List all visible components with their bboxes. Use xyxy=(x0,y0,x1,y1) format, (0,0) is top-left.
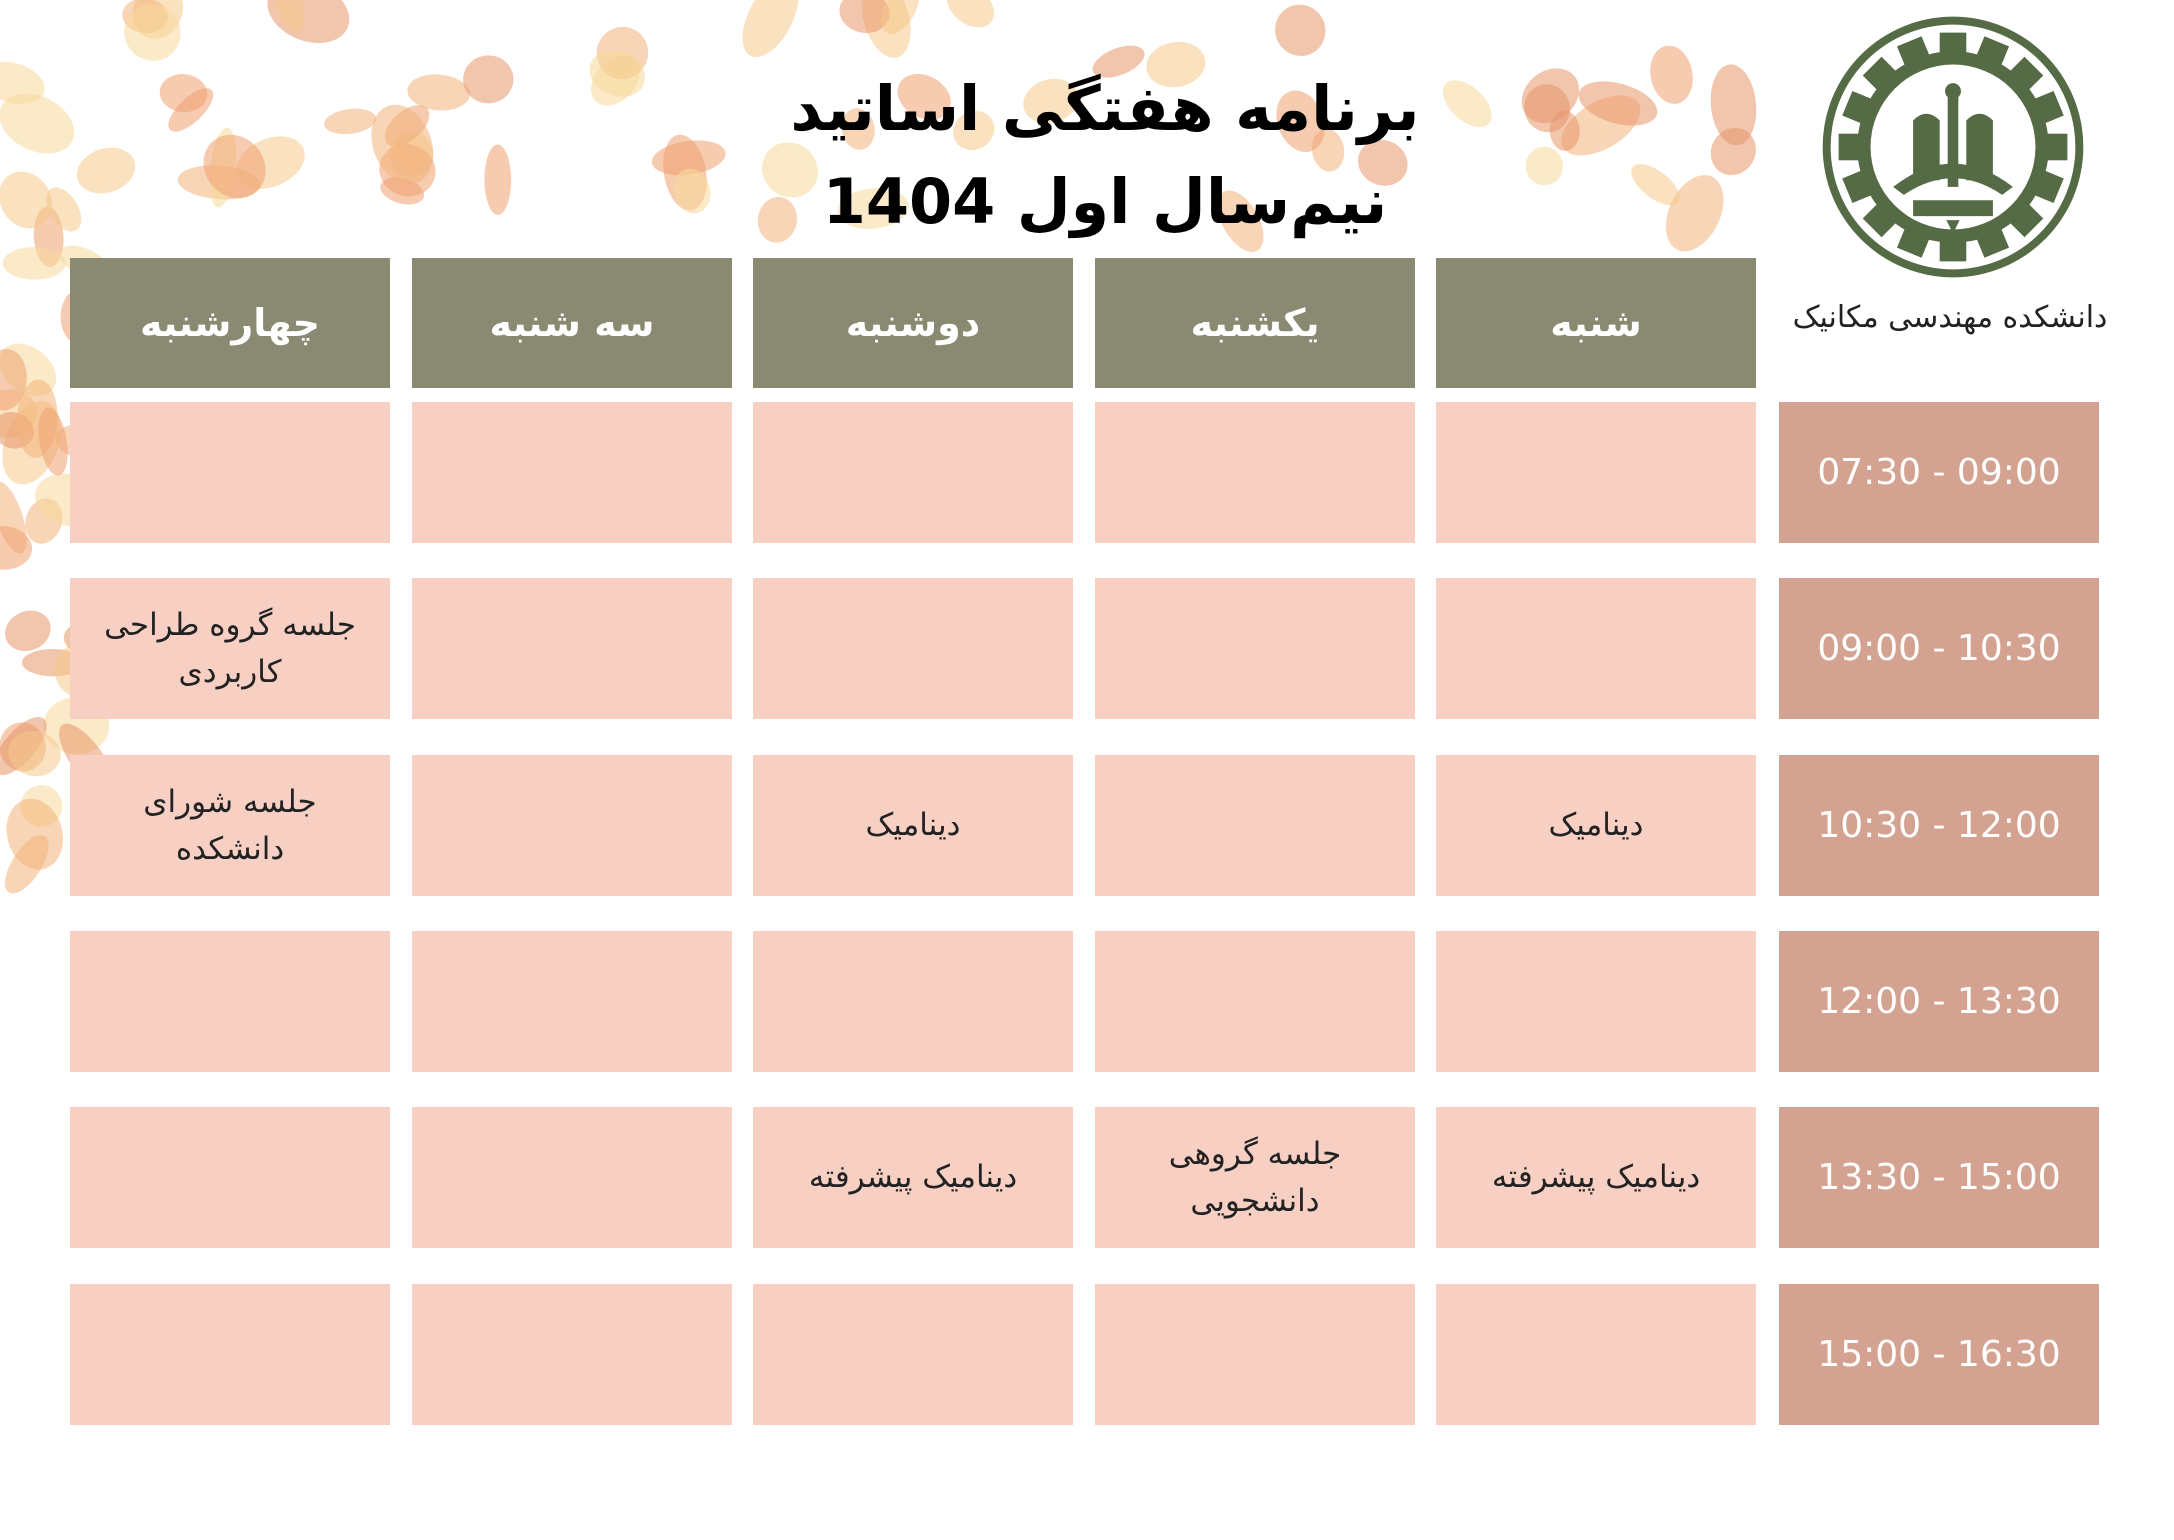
leaf-shape xyxy=(837,187,909,229)
schedule-cell xyxy=(412,931,732,1072)
schedule-cell xyxy=(753,578,1073,719)
leaf-shape xyxy=(407,74,470,111)
leaf-shape xyxy=(589,50,645,97)
leaf-shape xyxy=(484,144,512,215)
schedule-cell xyxy=(412,1284,732,1425)
time-slot-label: 10:30 - 12:00 xyxy=(1779,755,2099,896)
day-header: سه شنبه xyxy=(412,258,732,388)
leaf-shape xyxy=(1665,175,1724,252)
leaf-shape xyxy=(1023,78,1079,124)
leaf-shape xyxy=(1631,163,1680,206)
page-subtitle: نیم‌سال اول 1404 xyxy=(822,165,1388,238)
leaf-shape xyxy=(267,0,350,44)
schedule-cell xyxy=(1436,931,1756,1072)
leaf-shape xyxy=(0,61,45,105)
leaf-shape xyxy=(953,110,995,151)
leaf-shape xyxy=(673,168,711,214)
leaf-shape xyxy=(946,0,995,28)
leaf-shape xyxy=(5,610,51,652)
schedule-cell xyxy=(1436,578,1756,719)
leaf-shape xyxy=(76,147,136,194)
schedule-cell xyxy=(1095,1284,1415,1425)
leaf-shape xyxy=(0,525,33,570)
leaf-shape xyxy=(742,0,799,58)
day-header: شنبه xyxy=(1436,258,1756,388)
schedule-cell xyxy=(1436,402,1756,543)
schedule-cell xyxy=(1095,755,1415,896)
leaf-shape xyxy=(839,0,890,33)
schedule-cell: جلسه شورای دانشکده xyxy=(70,755,390,896)
schedule-cell xyxy=(70,931,390,1072)
schedule-cell: دینامیک xyxy=(1436,755,1756,896)
leaf-shape xyxy=(1710,64,1757,146)
leaf-shape xyxy=(1578,81,1658,126)
leaf-shape xyxy=(0,348,27,411)
leaf-shape xyxy=(463,55,514,104)
leaf-shape xyxy=(1358,139,1408,186)
schedule-cell xyxy=(1095,578,1415,719)
leaf-shape xyxy=(38,407,68,476)
department-name: دانشکده مهندسی مکانیک xyxy=(1792,300,2108,335)
time-slot-label: 12:00 - 13:30 xyxy=(1779,931,2099,1072)
leaf-shape xyxy=(1442,80,1492,128)
schedule-cell xyxy=(1095,931,1415,1072)
schedule-cell: جلسه گروه طراحی کاربردی xyxy=(70,578,390,719)
leaf-shape xyxy=(897,73,951,120)
leaf-shape xyxy=(1549,110,1580,151)
leaf-shape xyxy=(124,4,181,61)
leaf-shape xyxy=(271,0,305,34)
leaf-shape xyxy=(1217,190,1264,252)
leaf-shape xyxy=(159,74,208,113)
leaf-shape xyxy=(6,798,64,870)
leaf-shape xyxy=(1146,41,1206,88)
leaf-shape xyxy=(2,247,66,280)
day-header: چهارشنبه xyxy=(70,258,390,388)
schedule-cell: جلسه گروهی دانشجویی xyxy=(1095,1107,1415,1248)
schedule-cell: دینامیک پیشرفته xyxy=(753,1107,1073,1248)
schedule-cell xyxy=(1436,1284,1756,1425)
schedule-cell xyxy=(70,402,390,543)
leaf-shape xyxy=(1521,68,1580,123)
schedule-cell xyxy=(1095,402,1415,543)
day-header: یکشنبه xyxy=(1095,258,1415,388)
schedule-cell xyxy=(412,402,732,543)
schedule-cell xyxy=(70,1284,390,1425)
time-slot-label: 15:00 - 16:30 xyxy=(1779,1284,2099,1425)
schedule-cell: دینامیک پیشرفته xyxy=(1436,1107,1756,1248)
day-header: دوشنبه xyxy=(753,258,1073,388)
time-slot-label: 09:00 - 10:30 xyxy=(1779,578,2099,719)
leaf-shape xyxy=(881,0,920,34)
leaf-shape xyxy=(46,187,82,232)
schedule-cell xyxy=(753,931,1073,1072)
schedule-cell xyxy=(753,1284,1073,1425)
leaf-shape xyxy=(1650,45,1693,104)
leaf-shape xyxy=(1710,127,1756,176)
schedule-cell: دینامیک xyxy=(753,755,1073,896)
leaf-shape xyxy=(371,104,434,185)
page-title: برنامه هفتگی اساتید xyxy=(790,72,1420,145)
autumn-leaves-decoration xyxy=(0,0,1757,894)
leaf-shape xyxy=(1275,4,1326,56)
university-logo xyxy=(1822,16,2084,278)
leaf-shape xyxy=(1092,45,1145,78)
schedule-cell xyxy=(70,1107,390,1248)
leaf-shape xyxy=(0,93,75,154)
schedule-cell xyxy=(412,755,732,896)
time-slot-label: 07:30 - 09:00 xyxy=(1779,402,2099,543)
schedule-cell xyxy=(412,578,732,719)
leaf-shape xyxy=(1276,90,1325,153)
leaf-shape xyxy=(324,108,377,135)
leaf-shape xyxy=(757,196,798,243)
schedule-cell xyxy=(753,402,1073,543)
leaf-shape xyxy=(841,108,875,150)
leaf-shape xyxy=(1525,146,1563,186)
leaf-shape xyxy=(203,134,266,199)
leaf-shape xyxy=(761,142,818,198)
leaf-shape xyxy=(0,171,53,229)
time-slot-label: 13:30 - 15:00 xyxy=(1779,1107,2099,1248)
schedule-cell xyxy=(412,1107,732,1248)
leaf-shape xyxy=(8,730,61,777)
